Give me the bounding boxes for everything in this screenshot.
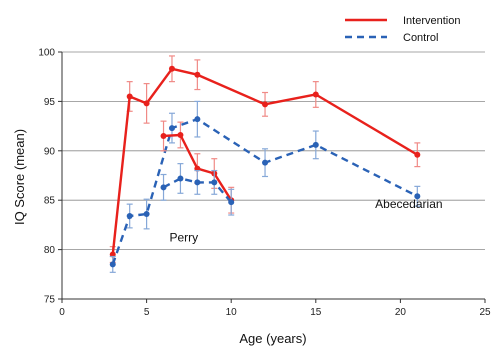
data-point — [177, 131, 184, 138]
legend-label: Intervention — [403, 15, 460, 27]
x-tick-label: 5 — [144, 307, 150, 318]
annotation-label: Abecedarian — [375, 197, 442, 211]
data-point — [194, 71, 201, 78]
data-point — [109, 261, 116, 268]
data-point — [168, 125, 175, 132]
y-tick-label: 75 — [44, 295, 56, 306]
y-tick-label: 100 — [38, 48, 55, 59]
data-point — [414, 151, 421, 158]
y-tick-label: 90 — [44, 146, 56, 157]
data-point — [194, 179, 201, 186]
data-point — [312, 91, 319, 98]
series-line — [111, 117, 418, 265]
y-tick-label: 80 — [44, 245, 56, 256]
data-point — [194, 116, 201, 123]
y-axis-title: IQ Score (mean) — [12, 129, 27, 225]
data-point — [143, 100, 150, 107]
data-point — [177, 175, 184, 182]
y-axis-ticks: 75 80 85 90 95 100 — [38, 48, 62, 306]
series-group — [109, 55, 421, 273]
data-point — [168, 65, 175, 72]
x-tick-label: 25 — [479, 307, 491, 318]
x-tick-label: 20 — [395, 307, 407, 318]
data-point — [228, 199, 235, 206]
data-point — [143, 211, 150, 218]
annotation-label: Perry — [169, 231, 198, 245]
series-abecedarian-control — [109, 100, 421, 273]
legend-label: Control — [403, 32, 438, 44]
data-point — [160, 132, 167, 139]
data-point — [414, 193, 421, 200]
x-tick-label: 15 — [310, 307, 322, 318]
y-tick-label: 95 — [44, 97, 56, 108]
legend: Intervention Control — [345, 15, 460, 44]
data-point — [262, 159, 269, 166]
data-point — [211, 179, 218, 186]
data-point — [160, 184, 167, 191]
data-point — [126, 213, 133, 220]
x-tick-label: 0 — [59, 307, 65, 318]
x-axis-ticks: 0 5 10 15 20 25 — [59, 299, 491, 318]
data-point — [262, 101, 269, 108]
grid-lines — [62, 51, 485, 251]
series-abecedarian-intervention — [109, 55, 421, 264]
data-point — [312, 141, 319, 148]
series-line — [111, 67, 418, 255]
series-perry-control — [160, 163, 235, 216]
x-tick-label: 10 — [226, 307, 238, 318]
data-point — [126, 93, 133, 100]
y-tick-label: 85 — [44, 196, 56, 207]
annotations: Perry Abecedarian — [169, 197, 442, 245]
x-axis-title: Age (years) — [239, 331, 306, 346]
axes — [61, 52, 485, 300]
